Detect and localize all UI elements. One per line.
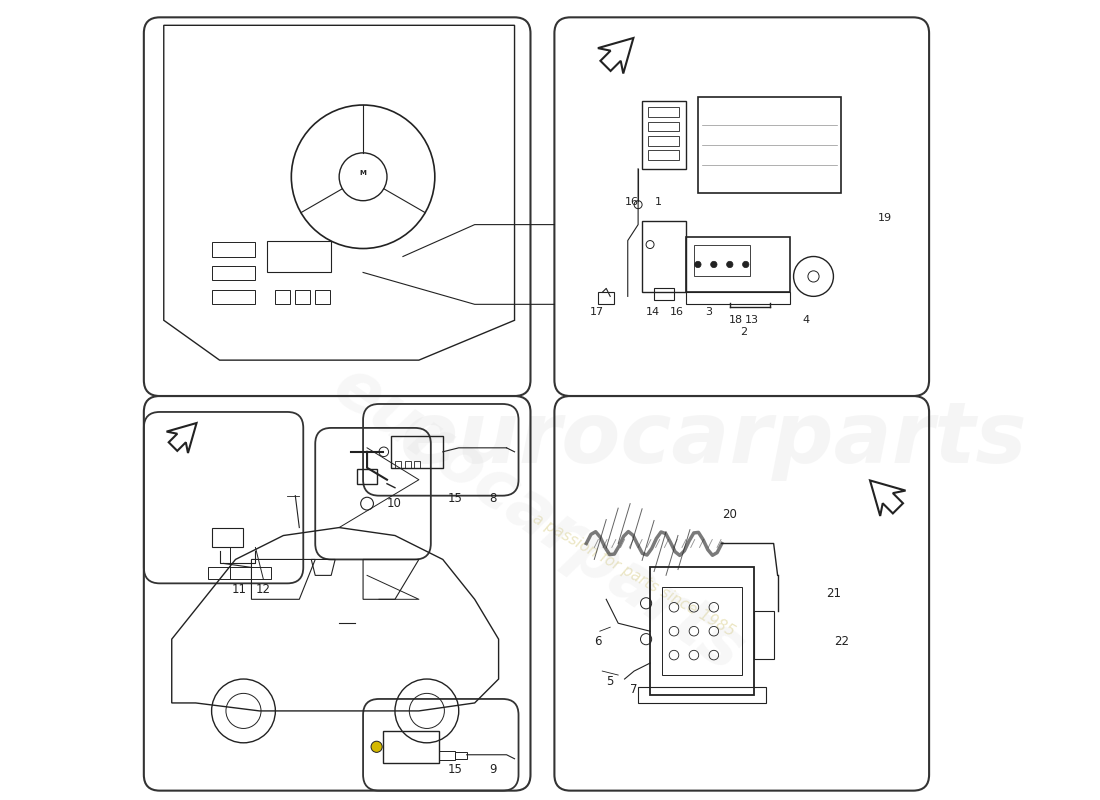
Bar: [356, 470, 376, 484]
Bar: [686, 237, 790, 292]
Text: 8: 8: [490, 492, 497, 505]
Bar: [316, 290, 330, 304]
Bar: [439, 750, 454, 760]
Text: 9: 9: [490, 762, 497, 776]
Bar: [414, 462, 420, 468]
Polygon shape: [598, 38, 634, 74]
Text: 20: 20: [723, 508, 737, 521]
Text: 1: 1: [654, 197, 661, 206]
Bar: [211, 266, 255, 281]
Text: 14: 14: [646, 306, 660, 317]
Polygon shape: [166, 423, 197, 453]
Text: a passion for parts since 1985: a passion for parts since 1985: [530, 511, 738, 640]
Bar: [686, 292, 790, 304]
Bar: [642, 101, 686, 169]
Text: 19: 19: [878, 213, 892, 222]
Bar: [662, 587, 741, 675]
Text: 10: 10: [387, 497, 402, 510]
Bar: [395, 462, 402, 468]
Bar: [638, 687, 766, 703]
Text: eurocarparts: eurocarparts: [320, 354, 757, 686]
Bar: [390, 436, 443, 468]
Text: 6: 6: [594, 635, 602, 648]
Text: 16: 16: [670, 306, 683, 317]
Text: 5: 5: [606, 675, 614, 688]
Circle shape: [727, 262, 733, 268]
Text: 2: 2: [740, 326, 748, 337]
Text: 21: 21: [826, 587, 840, 600]
Text: 17: 17: [590, 306, 604, 317]
Text: 13: 13: [745, 314, 759, 325]
Bar: [598, 292, 614, 304]
Bar: [211, 242, 255, 257]
Bar: [208, 567, 272, 579]
Text: 22: 22: [834, 635, 849, 648]
Bar: [697, 97, 842, 193]
Text: 16: 16: [625, 197, 639, 206]
Bar: [295, 290, 310, 304]
Bar: [211, 527, 243, 547]
Circle shape: [711, 262, 717, 268]
Text: 18: 18: [729, 314, 744, 325]
Bar: [654, 288, 674, 300]
Circle shape: [695, 262, 701, 268]
Text: 4: 4: [802, 314, 810, 325]
Bar: [642, 221, 686, 292]
Text: 11: 11: [232, 583, 248, 596]
Text: 12: 12: [256, 583, 271, 596]
Bar: [694, 245, 750, 277]
Bar: [454, 752, 466, 758]
Bar: [267, 241, 331, 273]
Bar: [649, 136, 679, 146]
Text: 15: 15: [448, 762, 462, 776]
Bar: [754, 611, 773, 659]
Bar: [649, 150, 679, 160]
Bar: [383, 731, 439, 762]
Bar: [405, 462, 411, 468]
Polygon shape: [870, 481, 905, 516]
Bar: [649, 107, 679, 117]
Text: 7: 7: [630, 683, 638, 696]
Bar: [275, 290, 289, 304]
Text: eurocarparts: eurocarparts: [400, 398, 1027, 482]
Text: M: M: [360, 170, 366, 176]
Text: 15: 15: [448, 492, 462, 505]
Bar: [650, 567, 754, 695]
Text: 3: 3: [705, 306, 712, 317]
Circle shape: [742, 262, 749, 268]
Bar: [649, 122, 679, 131]
Bar: [211, 290, 255, 304]
Circle shape: [371, 742, 382, 752]
